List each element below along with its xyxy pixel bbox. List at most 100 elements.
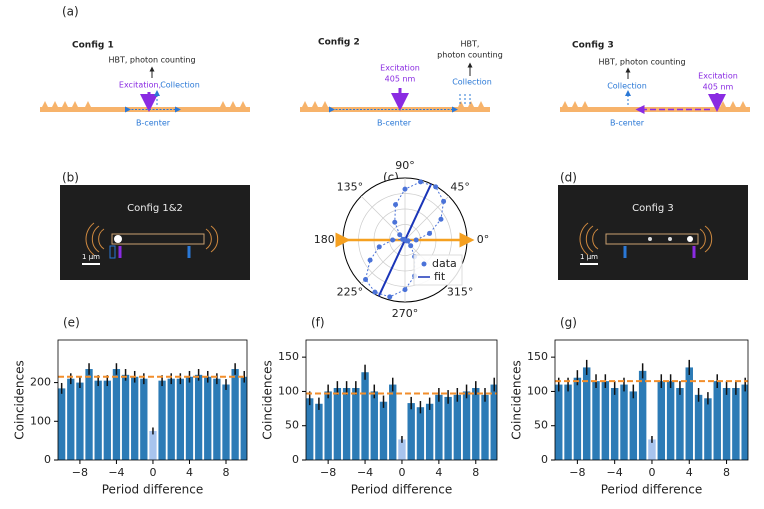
data-point [427,230,433,236]
config-title: Config 1 [72,41,114,51]
center-label: B-center [610,119,645,128]
plot-area [58,363,247,460]
panel-label: (f) [311,316,325,330]
bar [481,394,489,460]
collection-label: Collection [607,82,647,91]
bar [204,376,212,460]
config3-diagram: Config 3 HBT, photon counting Collection… [560,41,750,128]
bar [416,407,425,460]
data-point [405,238,411,244]
data-point [390,237,396,243]
x-tick-label: −4 [357,466,373,479]
theta-tick-label: 45° [450,181,470,194]
config-title: Config 2 [318,38,360,48]
data-point [393,202,399,208]
y-tick-label: 100 [527,384,548,397]
y-tick-label: 200 [30,376,51,389]
theta-tick-label: 90° [395,159,415,172]
data-point [392,219,398,225]
panel-label: (e) [63,316,80,330]
y-tick-label: 150 [527,350,548,363]
bar [324,391,332,460]
x-tick-label: 0 [398,466,405,479]
bar [741,384,748,460]
bar [379,401,388,460]
grating [42,101,246,107]
excitation-label: Excitation [698,72,738,81]
data-point [433,184,439,190]
y-tick-label: 0 [292,453,299,466]
waveguide [111,233,205,245]
bar [315,403,323,460]
bar [103,380,111,460]
bar [676,388,684,460]
x-tick-label: 8 [723,466,730,479]
data-point [418,179,424,185]
x-tick-label: 4 [435,466,442,479]
bar [573,377,582,460]
bar [666,381,675,460]
bar [121,374,130,460]
bar [167,378,175,460]
y-tick-label: 100 [278,384,299,397]
waveguide [605,233,699,245]
data-point [413,237,419,243]
bar [149,430,157,460]
bar [564,384,572,460]
data-point [441,198,447,204]
image [558,185,748,280]
bar [732,388,740,460]
data-point [363,276,369,282]
center-label: B-center [136,119,171,128]
bar [185,376,194,460]
scale-label: 1 μm [82,253,100,261]
image [60,185,250,280]
bar [453,394,462,460]
image-label: Config 1&2 [127,203,183,214]
emitter [687,236,693,242]
bar [333,388,342,460]
x-tick-label: −8 [569,466,585,479]
bar [704,398,712,460]
emitter [114,235,122,243]
excitation-label: Excitation, [119,81,161,90]
bar [352,388,360,460]
y-axis-label: Coincidences [13,360,27,439]
panel-label: (d) [560,171,577,185]
data-point [376,244,382,250]
legend-label: fit [434,270,446,283]
y-axis-label: Coincidences [261,360,275,439]
bar [444,396,452,460]
legend-box [413,254,463,286]
bar [685,367,693,460]
hbt-label: HBT, [461,40,480,49]
bar [67,378,75,460]
theta-tick-label: 0° [477,233,490,246]
bar [342,388,351,460]
y-tick-label: 50 [285,419,299,432]
bar [231,369,239,460]
image-label: Config 3 [632,203,674,214]
panel-label: (a) [62,5,79,19]
panel-label: (g) [560,316,577,330]
x-tick-label: 8 [223,466,230,479]
data-point [372,289,378,295]
hbt-label: HBT, photon counting [108,56,195,65]
data-point [402,186,408,192]
data-point [400,236,406,242]
bar [629,391,638,460]
data-point [387,294,393,300]
y-axis-label: Coincidences [510,360,524,439]
bar [194,374,203,460]
bar [222,384,230,460]
emitter [668,237,672,241]
config2-diagram: Config 2 HBT, photon counting Excitation… [300,38,503,128]
panel-label: (b) [62,171,79,185]
bar [176,378,184,460]
data-point [438,216,444,222]
bar [398,439,406,460]
y-tick-label: 150 [278,350,299,363]
x-tick-label: 0 [648,466,655,479]
excitation-label: Excitation [380,64,420,73]
